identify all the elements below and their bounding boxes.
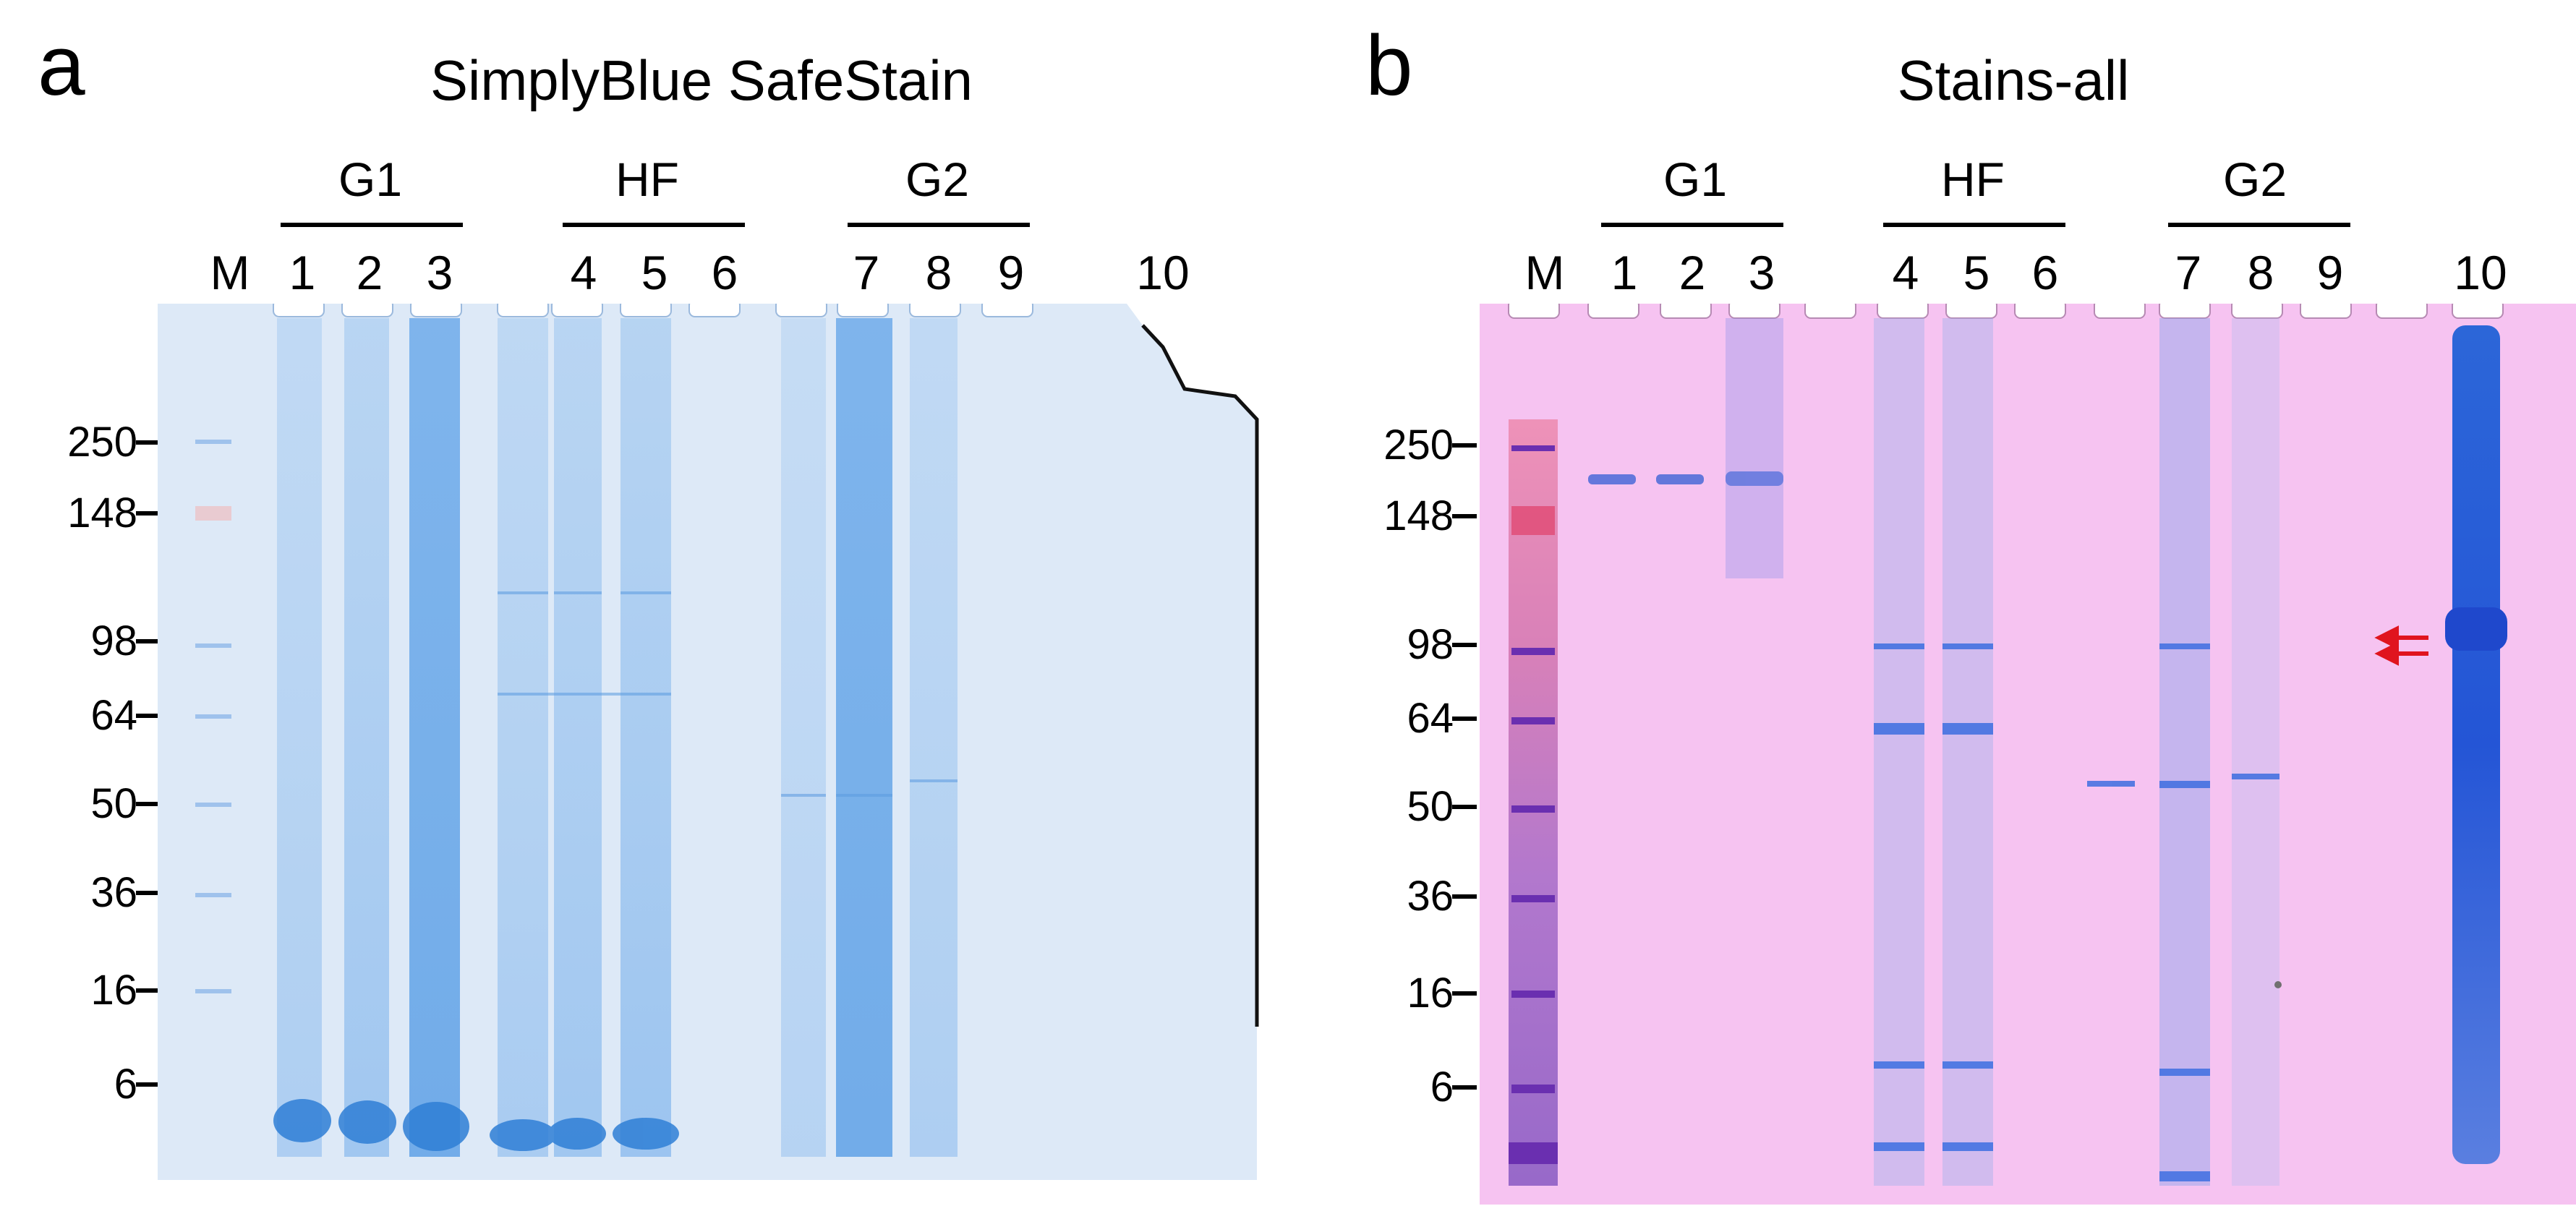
- mw-label: 6: [1430, 1064, 1454, 1111]
- mw-label: 50: [1407, 783, 1454, 830]
- mw-label: 64: [90, 692, 137, 739]
- mw-tick: [1452, 805, 1477, 809]
- group-label: HF: [615, 153, 679, 206]
- mw-tick: [136, 440, 161, 445]
- group-bar: [1601, 223, 1783, 227]
- panel-letter: a: [38, 18, 85, 114]
- group-bar: [563, 223, 745, 227]
- lane-label: 6: [2031, 246, 2059, 299]
- mw-label: 148: [1383, 492, 1454, 539]
- lane-label: 1: [1611, 246, 1638, 299]
- group-label: HF: [1941, 153, 2005, 206]
- lane-label: 5: [641, 246, 668, 299]
- panel-letter: b: [1365, 18, 1413, 114]
- group-bar: [2168, 223, 2350, 227]
- mw-tick: [1452, 894, 1477, 899]
- mw-tick: [1452, 514, 1477, 518]
- lane-label: 4: [570, 246, 597, 299]
- mw-tick: [1452, 643, 1477, 647]
- lane-label: 9: [997, 246, 1025, 299]
- panel-title: Stains-all: [1897, 48, 2130, 112]
- mw-label: 148: [67, 489, 137, 536]
- lane-label: 2: [356, 246, 383, 299]
- lane-label: 4: [1892, 246, 1919, 299]
- panel-title: SimplyBlue SafeStain: [430, 48, 973, 112]
- mw-label: 6: [114, 1061, 137, 1108]
- mw-label: 36: [1407, 873, 1454, 920]
- lane-label: 6: [711, 246, 738, 299]
- group-bar: [281, 223, 463, 227]
- lane-label: 7: [2175, 246, 2202, 299]
- mw-label: 36: [90, 869, 137, 916]
- group-label: G1: [1663, 153, 1728, 206]
- mw-tick: [136, 802, 161, 806]
- lane-label: 5: [1963, 246, 1990, 299]
- mw-label: 98: [90, 617, 137, 664]
- lane-label: 10: [1136, 246, 1190, 299]
- lane-label: M: [1524, 246, 1565, 299]
- mw-tick: [136, 891, 161, 895]
- mw-label: 250: [67, 419, 137, 466]
- lane-label: 7: [853, 246, 880, 299]
- group-label: G1: [338, 153, 403, 206]
- group-bar: [1883, 223, 2065, 227]
- lane-label: M: [210, 246, 250, 299]
- mw-label: 50: [90, 780, 137, 827]
- lane-label: 2: [1679, 246, 1706, 299]
- lane-label: 3: [1748, 246, 1775, 299]
- mw-tick: [136, 511, 161, 516]
- mw-label: 250: [1383, 422, 1454, 469]
- lane-label: 8: [925, 246, 952, 299]
- mw-label: 64: [1407, 695, 1454, 742]
- mw-tick: [136, 1082, 161, 1087]
- lane-label: 9: [2316, 246, 2344, 299]
- red-arrows: [2374, 625, 2428, 666]
- mw-tick: [1452, 443, 1477, 448]
- mw-tick: [136, 714, 161, 718]
- mw-label: 16: [1407, 970, 1454, 1017]
- lane-label: 1: [289, 246, 316, 299]
- mw-tick: [1452, 991, 1477, 996]
- gel-image-a: [158, 304, 1266, 1180]
- gel-image-b: [1480, 304, 2576, 1205]
- mw-label: 16: [90, 967, 137, 1014]
- lane-label: 3: [426, 246, 453, 299]
- mw-label: 98: [1407, 621, 1454, 668]
- mw-tick: [136, 988, 161, 993]
- group-label: G2: [905, 153, 970, 206]
- mw-tick: [136, 639, 161, 643]
- mw-tick: [1452, 1085, 1477, 1090]
- group-bar: [848, 223, 1030, 227]
- lane-label: 8: [2247, 246, 2274, 299]
- group-label: G2: [2222, 153, 2287, 206]
- mw-tick: [1452, 717, 1477, 721]
- lane-label: 10: [2454, 246, 2507, 299]
